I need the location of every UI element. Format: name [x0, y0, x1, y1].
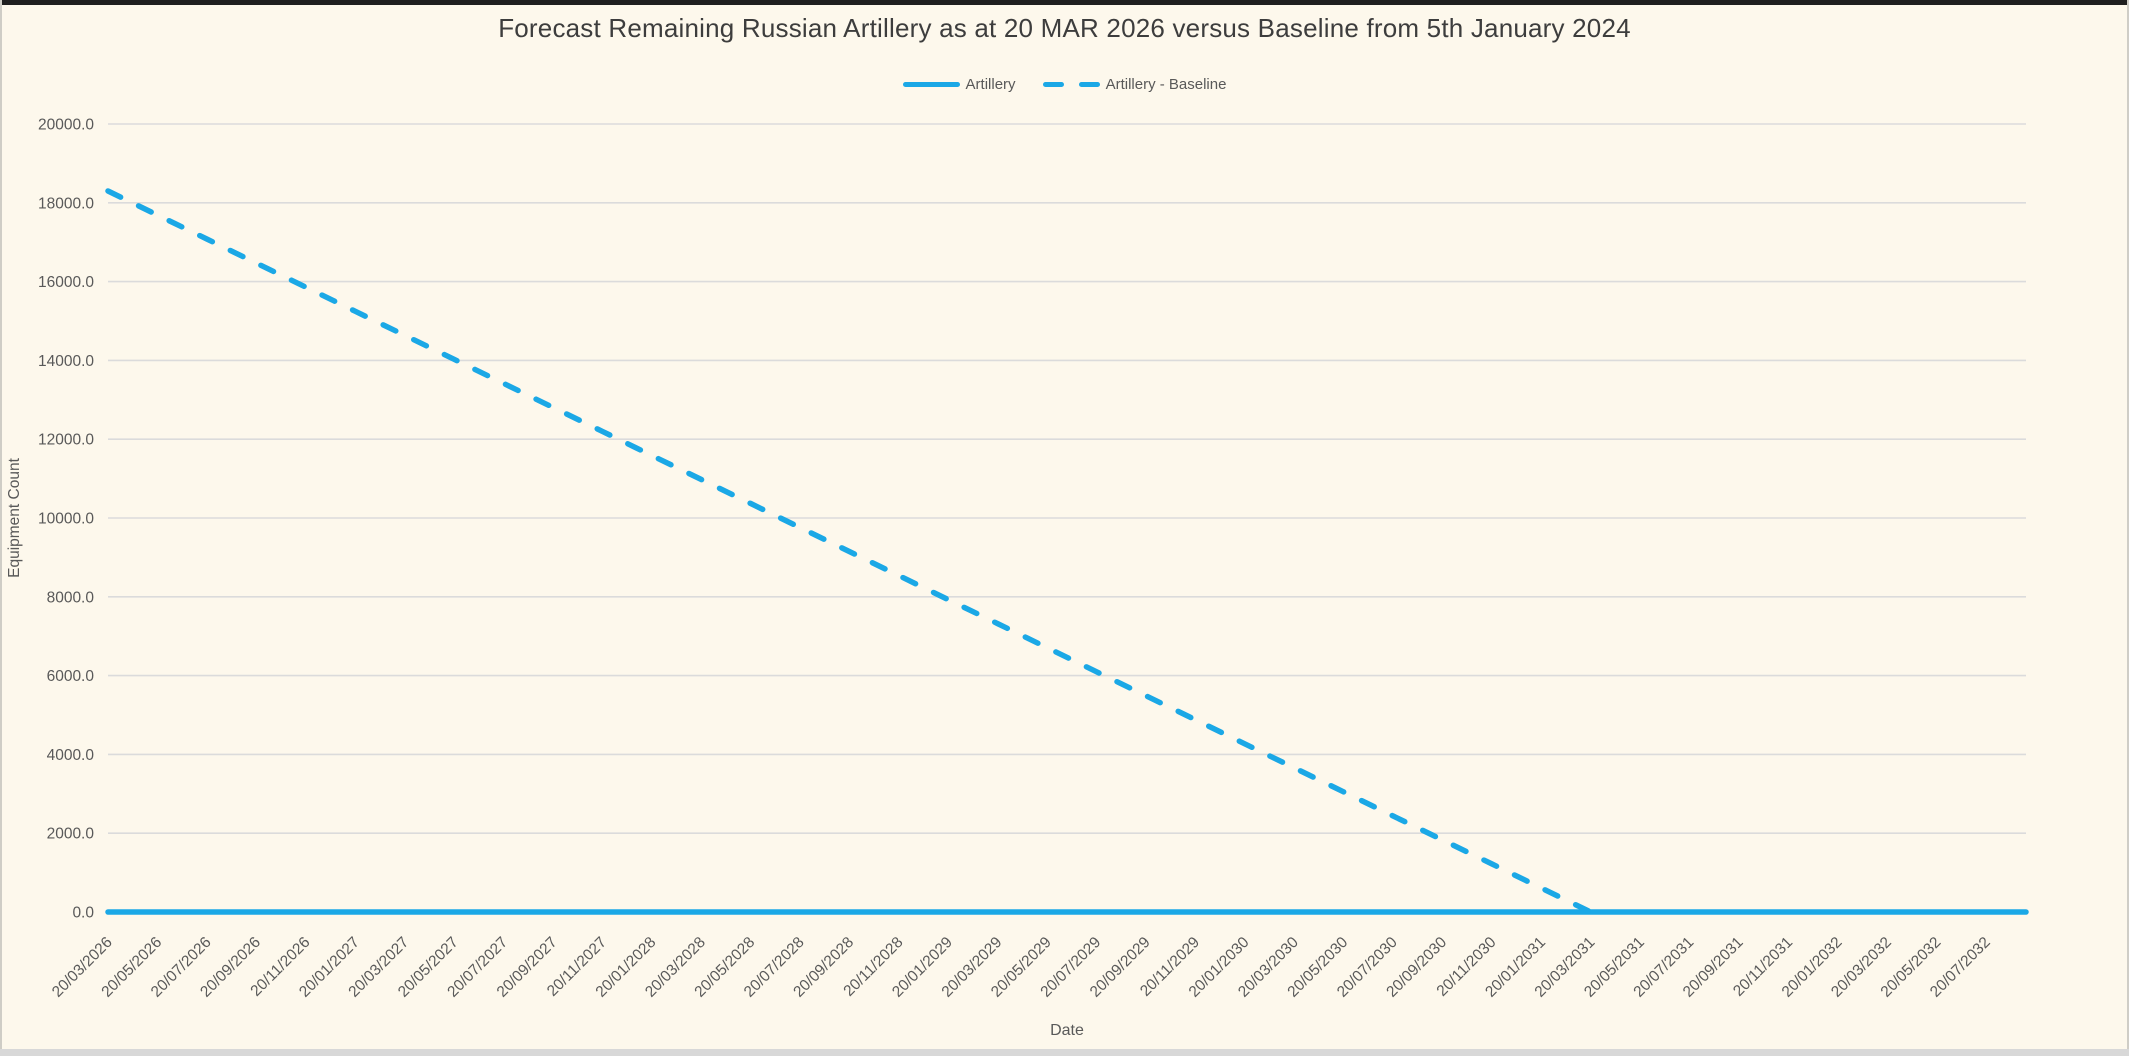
y-axis-title: Equipment Count — [6, 458, 23, 578]
legend-item-artillery: Artillery — [902, 76, 1016, 93]
y-tick-label: 16000.0 — [38, 274, 94, 291]
legend-label-artillery-baseline: Artillery - Baseline — [1105, 76, 1227, 93]
y-tick-label: 10000.0 — [38, 511, 94, 528]
y-tick-label: 12000.0 — [38, 432, 94, 449]
x-axis-title: Date — [1050, 1022, 1084, 1039]
chart-title: Forecast Remaining Russian Artillery as … — [498, 13, 1631, 43]
series-line-artillery-baseline — [105, 188, 1594, 915]
window-left-edge — [0, 0, 2, 1056]
legend-label-artillery: Artillery — [965, 76, 1016, 93]
y-tick-label: 4000.0 — [47, 747, 95, 764]
window-right-edge — [2127, 0, 2129, 1056]
y-tick-label: 20000.0 — [38, 117, 94, 134]
y-tick-label: 14000.0 — [38, 353, 94, 370]
dashed-line-swatch-icon — [1042, 82, 1100, 87]
chart-legend: Artillery Artillery - Baseline — [0, 76, 2129, 93]
y-tick-label: 18000.0 — [38, 195, 94, 212]
y-tick-label: 8000.0 — [47, 589, 95, 606]
window-bottom-edge — [0, 1049, 2129, 1056]
solid-line-swatch-icon — [902, 82, 960, 87]
y-tick-label: 6000.0 — [47, 668, 95, 685]
legend-item-artillery-baseline: Artillery - Baseline — [1042, 76, 1227, 93]
window-top-edge — [0, 0, 2129, 5]
y-tick-label: 0.0 — [72, 905, 94, 922]
y-tick-label: 2000.0 — [47, 826, 95, 843]
